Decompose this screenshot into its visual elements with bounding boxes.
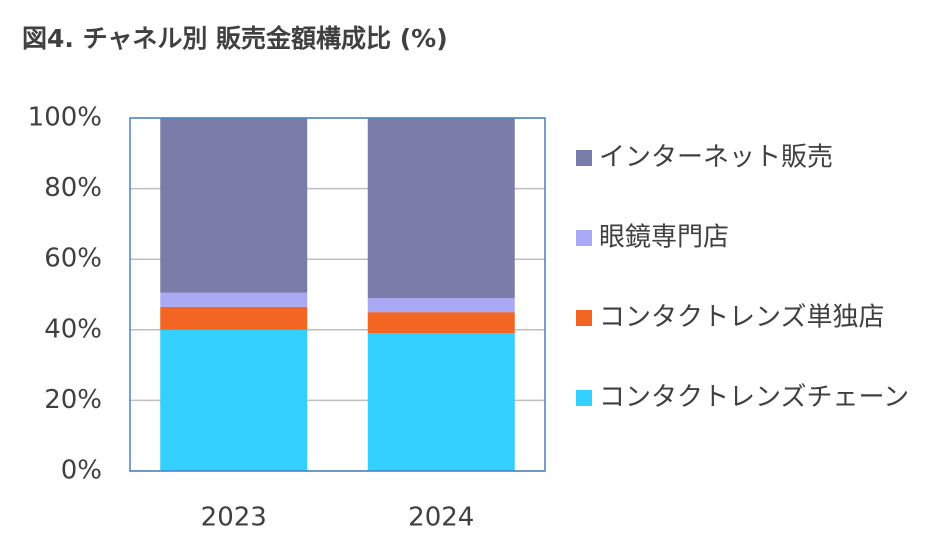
bar-segment	[160, 118, 308, 293]
y-tick-label: 100%	[28, 103, 102, 133]
plot-frame	[129, 117, 546, 472]
legend-swatch	[576, 310, 592, 326]
legend-label: コンタクトレンズ単独店	[599, 303, 884, 333]
y-tick-label: 80%	[44, 173, 102, 203]
y-tick-label: 0%	[61, 456, 102, 486]
chart-title: 図4. チャネル別 販売金額構成比 (%)	[22, 24, 448, 53]
legend-swatch	[576, 150, 592, 166]
y-tick-label: 40%	[44, 314, 102, 344]
bar-segment	[160, 306, 308, 330]
legend-swatch	[576, 390, 592, 406]
x-tick-label: 2023	[201, 503, 267, 533]
x-tick-label: 2024	[408, 503, 474, 533]
y-tick-label: 20%	[44, 385, 102, 415]
y-tick-label: 60%	[44, 244, 102, 274]
legend-label: インターネット販売	[599, 143, 833, 173]
legend-swatch	[576, 230, 592, 246]
bar-segment	[367, 298, 515, 313]
bar-segment	[367, 312, 515, 334]
legend-label: 眼鏡専門店	[599, 223, 729, 253]
bar-segment	[367, 118, 515, 299]
bar-segment	[367, 333, 515, 471]
bar-segment	[160, 329, 308, 471]
bar-segment	[160, 292, 308, 307]
legend-label: コンタクトレンズチェーン	[599, 383, 909, 413]
